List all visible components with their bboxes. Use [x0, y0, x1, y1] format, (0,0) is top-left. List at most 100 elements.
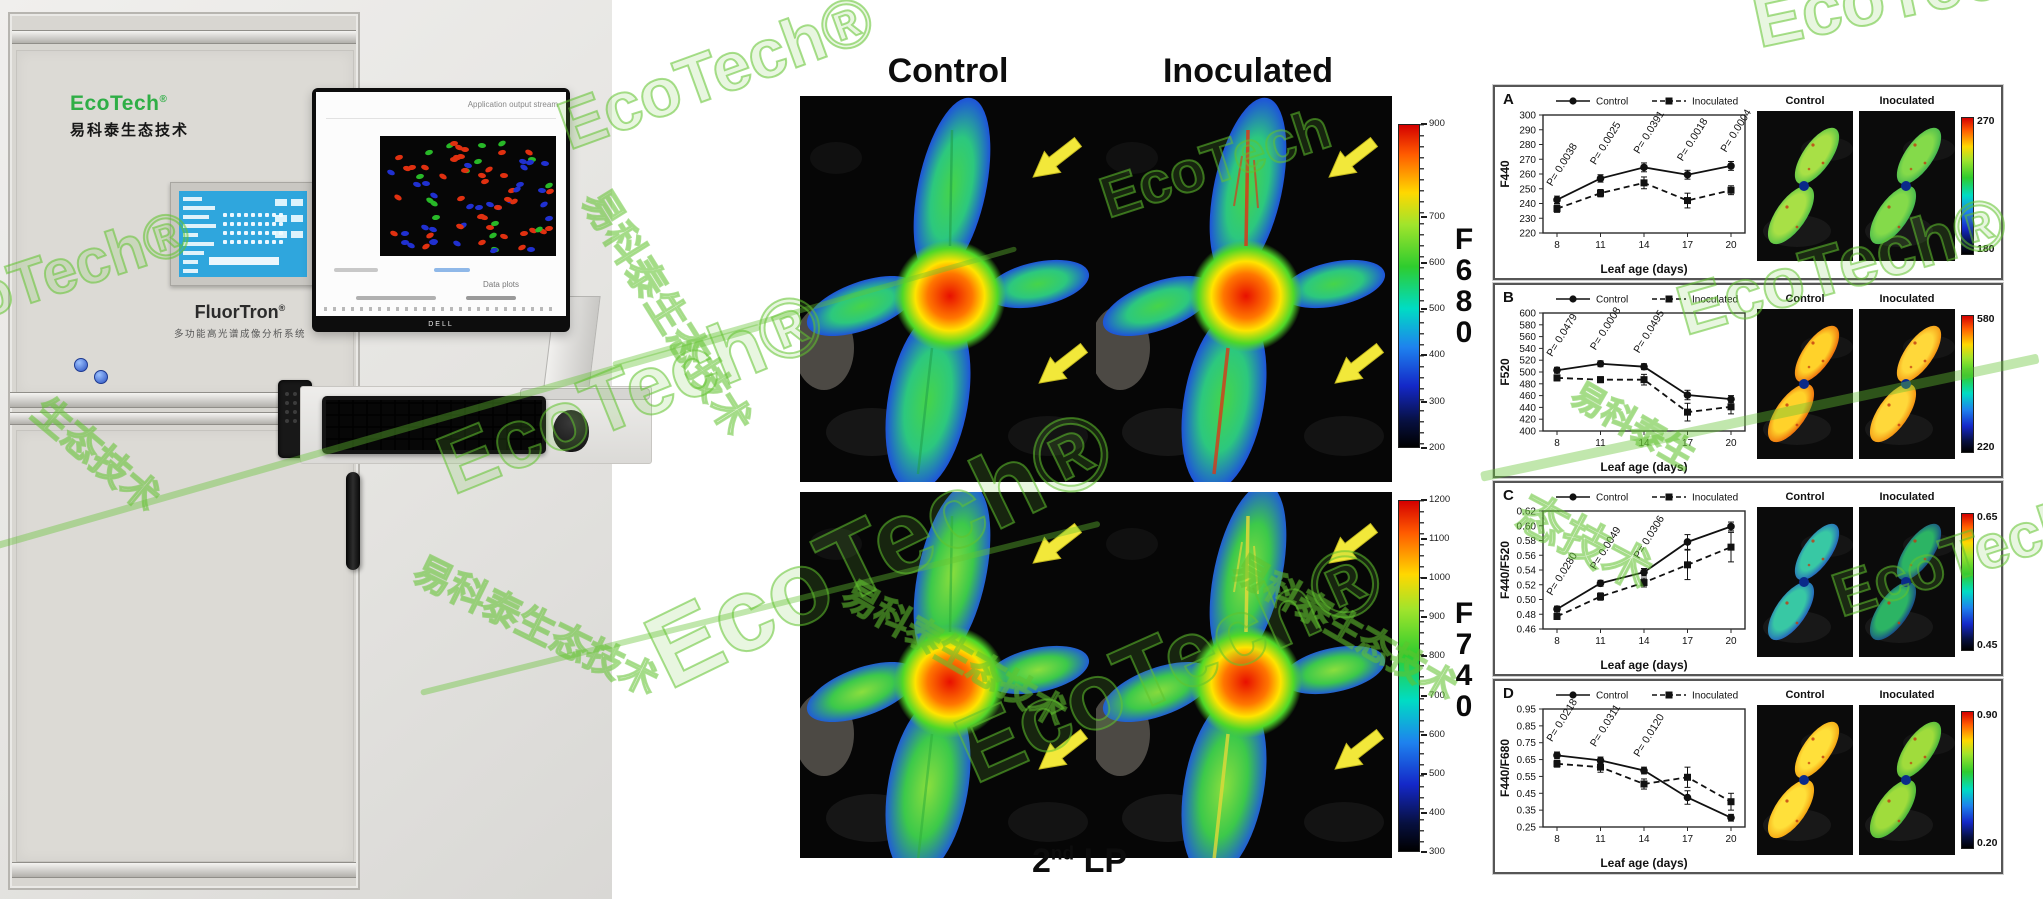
- svg-text:460: 460: [1519, 391, 1536, 402]
- svg-text:0.50: 0.50: [1517, 595, 1537, 606]
- colorbar-tick-label: 700: [1429, 689, 1445, 701]
- svg-text:20: 20: [1725, 438, 1737, 449]
- mouse[interactable]: [553, 410, 589, 452]
- stats-panel-a: A 220 230 240 250 260 270 280 290 300 8 11 14 17 20 Le…: [1493, 85, 2003, 280]
- panel-colorbar-min: 220: [1977, 441, 1995, 453]
- colorbar-tick: [1421, 655, 1427, 658]
- panel-letter: D: [1503, 685, 1514, 702]
- svg-text:400: 400: [1519, 427, 1536, 438]
- svg-text:0.75: 0.75: [1517, 738, 1537, 749]
- cabinet-mid-rail-1: [10, 392, 358, 408]
- svg-text:17: 17: [1682, 834, 1694, 845]
- panel-control-image-label: Control: [1785, 293, 1825, 305]
- panel-control-image: [1757, 111, 1853, 261]
- colorbar-tick: [1421, 772, 1427, 775]
- panel-inoculated-image: [1859, 309, 1955, 459]
- model-label-block: FluorTron® 多功能高光谱成像分析系统: [160, 302, 320, 340]
- touchscreen-frame: [170, 182, 316, 286]
- svg-text:11: 11: [1595, 438, 1606, 449]
- panel-inoculated-image-label: Inoculated: [1879, 491, 1935, 503]
- colorbar-tick: [1421, 400, 1427, 403]
- panel-inoculated-image-label: Inoculated: [1879, 293, 1935, 305]
- svg-text:220: 220: [1519, 229, 1536, 240]
- svg-text:0.60: 0.60: [1517, 521, 1537, 532]
- svg-text:480: 480: [1519, 379, 1536, 390]
- svg-text:14: 14: [1638, 438, 1650, 449]
- monitor-app-title: Application output stream: [467, 100, 558, 109]
- svg-text:0.48: 0.48: [1517, 610, 1537, 621]
- svg-text:0.25: 0.25: [1517, 823, 1537, 834]
- colorbar-tick-label: 1100: [1429, 533, 1450, 545]
- svg-text:20: 20: [1725, 834, 1737, 845]
- plant-image-inoculated-F680: [1090, 96, 1392, 492]
- panel-colorbar: [1961, 117, 1974, 255]
- figure-caption: 2nd LP: [1032, 842, 1128, 880]
- watermark-text: EcoTech®: [1745, 0, 2043, 64]
- svg-text:P= 0.0038: P= 0.0038: [1544, 141, 1580, 188]
- panel-colorbar: [1961, 513, 1974, 651]
- touchscreen[interactable]: [179, 191, 307, 277]
- svg-text:P= 0.0391: P= 0.0391: [1631, 109, 1667, 156]
- svg-text:P= 0.0049: P= 0.0049: [1588, 525, 1624, 572]
- stats-panel-c: C 0.46 0.48 0.50 0.52 0.54 0.56 0.58 0.60 0.62 8 1…: [1493, 481, 2003, 676]
- stats-panels: A 220 230 240 250 260 270 280 290 300 8 11 14 17 20 Le…: [1493, 85, 2003, 874]
- svg-text:Control: Control: [1596, 97, 1628, 108]
- plant-image-inoculated-F740: [1090, 483, 1392, 878]
- svg-text:0.62: 0.62: [1517, 507, 1537, 518]
- svg-text:P= 0.0495: P= 0.0495: [1631, 308, 1667, 355]
- monitor-link-placeholder[interactable]: [434, 268, 470, 272]
- inoculated-header: Inoculated: [1162, 52, 1334, 90]
- stats-panel-b: B 400 420 440 460 480 500 520 540 560 580 600 8 11 14…: [1493, 283, 2003, 478]
- colorbar-minor-ticks: [1420, 500, 1424, 852]
- svg-text:F440/F520: F440/F520: [1498, 541, 1512, 599]
- monitor-text-placeholder-2: [356, 296, 436, 300]
- svg-text:Leaf age (days): Leaf age (days): [1600, 460, 1687, 474]
- svg-text:14: 14: [1638, 834, 1650, 845]
- colorbar-tick-label: 600: [1429, 256, 1445, 268]
- panel-colorbar: [1961, 315, 1974, 453]
- panel-colorbar-max: 270: [1977, 115, 1995, 127]
- colorbar-tick-label: 500: [1429, 303, 1445, 315]
- svg-text:14: 14: [1638, 240, 1650, 251]
- control-header: Control: [887, 52, 1009, 90]
- monitor-toolbar[interactable]: [324, 307, 558, 311]
- svg-text:Leaf age (days): Leaf age (days): [1600, 856, 1687, 870]
- svg-text:0.52: 0.52: [1517, 580, 1537, 591]
- svg-text:P= 0.0018: P= 0.0018: [1675, 116, 1711, 163]
- instrument-photo: EcoTech® 易科泰生态技术 FluorTron® 多功能高光谱成像分析系统: [0, 0, 652, 899]
- panel-letter: A: [1503, 91, 1514, 108]
- panel-control-image-label: Control: [1785, 491, 1825, 503]
- cabinet-bottom-rail: [12, 862, 356, 878]
- monitor-stand-base: [520, 388, 650, 400]
- svg-text:600: 600: [1519, 309, 1536, 320]
- keyboard[interactable]: [322, 396, 546, 454]
- svg-text:P= 0.0479: P= 0.0479: [1544, 311, 1580, 358]
- svg-text:F440: F440: [1498, 160, 1512, 188]
- panel-letter: B: [1503, 289, 1514, 306]
- svg-text:Control: Control: [1596, 493, 1628, 504]
- colorbar-tick: [1421, 354, 1427, 357]
- panel-inoculated-image-label: Inoculated: [1879, 689, 1935, 701]
- svg-text:280: 280: [1519, 140, 1536, 151]
- colorbar-tick: [1421, 811, 1427, 814]
- power-button[interactable]: [74, 358, 88, 372]
- svg-text:0.56: 0.56: [1517, 551, 1537, 562]
- svg-text:440: 440: [1519, 403, 1536, 414]
- colorbar-tick: [1421, 447, 1427, 449]
- monitor: Application output stream Data plots DEL…: [312, 88, 570, 332]
- colorbar-tick: [1421, 308, 1427, 311]
- svg-text:580: 580: [1519, 320, 1536, 331]
- panel-control-image: [1757, 705, 1853, 855]
- svg-text:Control: Control: [1596, 295, 1628, 306]
- svg-text:Leaf age (days): Leaf age (days): [1600, 658, 1687, 672]
- svg-text:500: 500: [1519, 368, 1536, 379]
- door-handle[interactable]: [346, 472, 360, 570]
- svg-text:20: 20: [1725, 636, 1737, 647]
- dell-logo: DELL: [428, 320, 454, 328]
- colorbar-tick: [1421, 616, 1427, 619]
- svg-text:8: 8: [1554, 834, 1560, 845]
- svg-text:17: 17: [1682, 438, 1694, 449]
- svg-text:0.85: 0.85: [1517, 721, 1537, 732]
